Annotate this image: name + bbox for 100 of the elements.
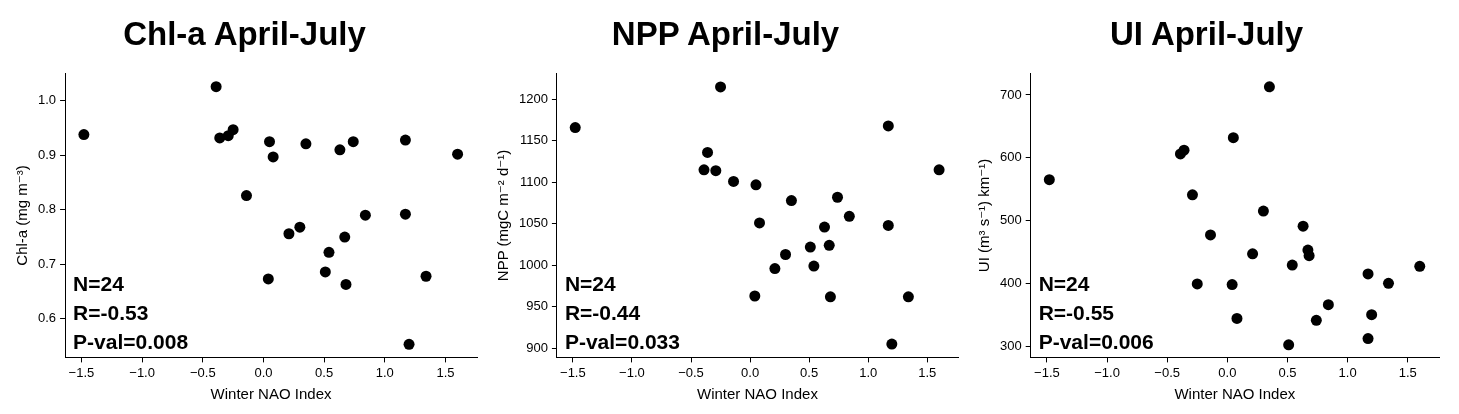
point [728,175,740,187]
point [264,136,276,148]
point [1231,312,1243,324]
point [754,217,766,229]
point [210,81,222,93]
y-tick-label: 1100 [519,173,548,189]
point [1191,278,1203,290]
x-axis-title: Winter NAO Index [697,385,819,403]
point [1362,268,1374,280]
point [823,239,835,251]
x-axis-title: Winter NAO Index [210,385,332,403]
point [339,231,351,243]
x-tick-label: 0.0 [1218,364,1237,380]
y-tick-label: 0.6 [37,310,57,326]
x-tick-label: 0.5 [315,364,334,380]
y-tick-label: 1.0 [37,92,57,108]
point [569,122,581,134]
y-tick-label: 700 [999,86,1022,102]
y-tick-label: 500 [999,212,1022,228]
y-tick-label: 0.7 [37,255,57,271]
point [1366,309,1378,321]
point [323,246,335,258]
annotation: R=-0.53 [73,300,149,324]
annotation: N=24 [73,271,125,295]
point [1263,81,1275,93]
x-tick-label: −1.0 [129,364,155,380]
x-axis-title: Winter NAO Index [1174,385,1296,403]
y-tick-label: 300 [999,337,1022,353]
y-tick-label: 900 [526,339,548,355]
point [785,195,797,207]
point [294,221,306,233]
point [1310,314,1322,326]
x-tick-label: −1.0 [619,364,645,380]
y-tick-label: 600 [999,149,1022,165]
point [702,146,714,158]
x-tick-label: 1.0 [859,364,878,380]
annotation: R=-0.44 [564,300,641,324]
y-axis-title: Chl-a (mg m⁻³) [13,165,31,266]
point [1297,220,1309,232]
point [1226,279,1238,291]
x-tick-label: −0.5 [189,364,216,380]
point [420,270,432,282]
x-tick-label: 1.5 [918,364,937,380]
point [300,138,312,150]
point [262,273,274,285]
point [808,260,820,272]
point [804,241,816,253]
x-tick-label: −0.5 [1154,364,1181,380]
y-tick-label: 1200 [519,90,548,106]
y-tick-label: 400 [999,274,1022,290]
annotation: R=-0.55 [1038,300,1115,324]
point [1204,229,1216,241]
chart-title: NPP April-July [611,14,840,52]
annotation: N=24 [1038,271,1090,295]
y-tick-label: 1000 [519,256,548,272]
point [698,164,710,176]
point [1286,259,1298,271]
x-tick-label: −1.5 [560,364,586,380]
point [283,228,295,240]
y-tick-label: 1150 [519,132,548,148]
point [1186,189,1198,201]
y-tick-label: 0.9 [37,146,57,162]
point [319,266,331,278]
point [819,221,830,233]
y-axis-title: NPP (mgC m⁻² d⁻¹) [494,149,512,282]
point [399,134,411,146]
x-tick-label: 0.5 [1278,364,1297,380]
x-tick-label: −1.5 [68,364,95,380]
x-tick-label: 1.0 [1338,364,1357,380]
x-tick-label: −1.5 [1034,364,1060,380]
chart-title: UI April-July [1109,14,1304,52]
point [359,209,371,221]
annotation: P-val=0.008 [73,329,189,353]
point [267,151,279,163]
point [1227,132,1239,144]
x-tick-label: 0.5 [800,364,819,380]
point [1257,205,1269,217]
point [882,120,894,132]
x-tick-label: 0.0 [254,364,273,380]
point [347,136,359,148]
annotation: N=24 [564,271,617,295]
point [749,290,761,302]
point [1362,333,1374,345]
point [1178,144,1190,156]
y-tick-label: 1050 [519,215,548,231]
point [832,191,843,203]
point [340,278,352,290]
annotation: P-val=0.033 [564,329,680,353]
point [227,124,239,136]
y-tick-label: 0.8 [37,201,57,217]
point [882,219,894,231]
point [715,81,727,93]
chart-title: Chl-a April-July [123,14,367,52]
point [403,338,415,350]
point [1043,174,1055,186]
point [1247,248,1259,260]
point [933,164,945,176]
point [780,249,792,260]
point [334,144,346,156]
point [1382,277,1394,289]
